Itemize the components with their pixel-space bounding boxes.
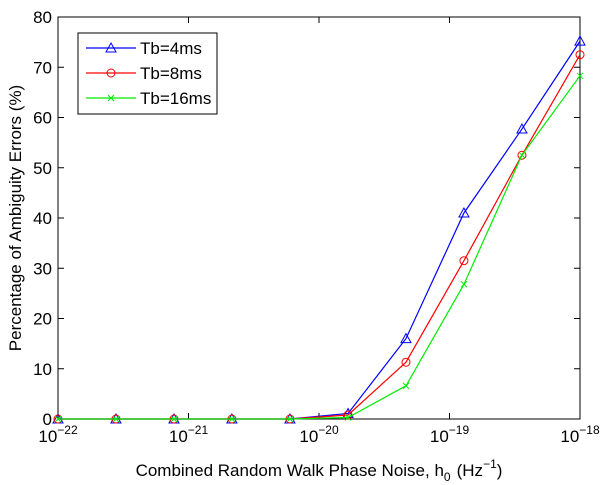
marker [170,415,178,423]
x-tick-base: 10 [430,427,449,446]
legend-label: Tb=8ms [140,64,202,83]
marker [517,150,527,160]
y-tick-label: 0 [43,410,52,429]
y-tick-label: 50 [33,159,52,178]
legend-label: Tb=4ms [140,39,202,58]
marker [516,123,528,134]
marker [286,415,294,423]
x-tick-label: 10−19 [430,423,470,446]
y-tick-label: 80 [33,8,52,27]
marker [459,256,469,266]
y-tick-label: 60 [33,109,52,128]
y-tick-label: 10 [33,360,52,379]
x-tick-base: 10 [560,427,579,446]
marker [401,357,411,367]
series-line [58,75,581,420]
marker [574,35,586,46]
marker [576,72,584,80]
marker [107,94,115,102]
marker [106,68,116,78]
x-label-sub: 0 [444,470,451,484]
marker [460,280,468,288]
x-tick-base: 10 [38,427,57,446]
marker [54,415,62,423]
x-tick-label: 10−21 [169,423,209,446]
y-tick-label: 20 [33,310,52,329]
marker [402,382,410,390]
marker [112,415,120,423]
y-tick-label: 40 [33,209,52,228]
marker [575,50,585,60]
marker [228,415,236,423]
x-tick-label: 10−20 [299,423,339,446]
plot-frame [57,16,581,420]
x-tick-base: 10 [299,427,318,446]
x-tick-exponent: −18 [579,423,600,437]
y-axis-label: Percentage of Ambiguity Errors (%) [6,85,25,351]
legend-label: Tb=16ms [140,89,211,108]
x-axis-label: Combined Random Walk Phase Noise, h0 (Hz−… [136,457,503,484]
legend: Tb=4ms Tb=8ms Tb=16ms [77,32,218,115]
x-label-close: ) [497,461,503,480]
y-tick-label: 70 [33,58,52,77]
x-tick-exponent: −20 [318,423,339,437]
marker [344,414,352,421]
x-label-unit: (Hz [457,461,483,480]
x-tick-label: 10−22 [38,423,78,446]
marker [518,151,526,159]
marker [400,332,412,344]
x-tick-base: 10 [169,427,188,446]
x-tick-exponent: −19 [449,423,470,437]
x-label-sup: −1 [483,457,497,471]
marker [105,41,117,53]
y-tick-label: 30 [33,259,52,278]
x-tick-label: 10−18 [560,423,600,446]
marker [458,206,470,218]
x-label-text: Combined Random Walk Phase Noise, h [136,461,444,480]
x-tick-exponent: −22 [57,423,78,437]
x-tick-exponent: −21 [188,423,209,437]
